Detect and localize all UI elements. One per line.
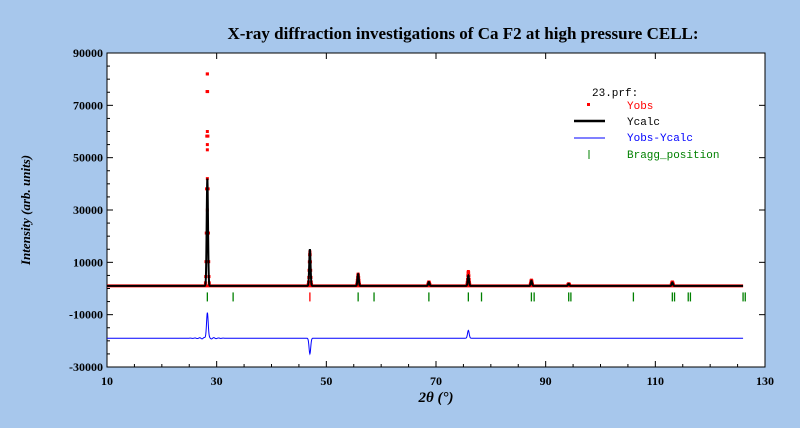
x-tick-label: 110 bbox=[647, 374, 664, 388]
legend: 23.prf: Yobs Ycalc Yobs-Ycalc Bragg_posi… bbox=[574, 88, 719, 162]
x-tick-label: 10 bbox=[101, 374, 113, 388]
y-tick-label: -30000 bbox=[69, 360, 103, 374]
difference-line bbox=[107, 312, 744, 356]
ycalc-line bbox=[107, 178, 744, 287]
plot-area bbox=[106, 52, 766, 368]
y-tick-label: 50000 bbox=[73, 151, 103, 165]
plot-layer bbox=[107, 72, 746, 356]
yobs-point bbox=[206, 134, 210, 138]
y-tick-label: -10000 bbox=[69, 308, 103, 322]
legend-marker-yobs bbox=[587, 103, 590, 106]
chart-title: X-ray diffraction investigations of Ca F… bbox=[227, 24, 698, 43]
y-tick-label: 70000 bbox=[73, 98, 103, 112]
y-tick-label: 90000 bbox=[73, 46, 103, 60]
legend-title: 23.prf: bbox=[592, 88, 638, 100]
axis-ticks: 10 30 50 70 90 110 130 90000 70000 50000 30000 1000… bbox=[69, 46, 774, 388]
yobs-point bbox=[205, 143, 209, 147]
legend-bragg: Bragg_position bbox=[627, 150, 719, 162]
legend-yobs: Yobs bbox=[627, 101, 653, 113]
y-tick-label: 10000 bbox=[73, 255, 103, 269]
yobs-point bbox=[206, 90, 210, 94]
x-tick-label: 70 bbox=[430, 374, 442, 388]
y-tick-label: 30000 bbox=[73, 203, 103, 217]
x-axis-label: 2θ (°) bbox=[417, 390, 453, 406]
yobs-point bbox=[205, 72, 209, 76]
x-tick-label: 90 bbox=[540, 374, 552, 388]
x-tick-label: 50 bbox=[320, 374, 332, 388]
y-axis-label: Intensity (arb. units) bbox=[18, 155, 33, 266]
legend-ycalc: Ycalc bbox=[627, 117, 660, 129]
yobs-point bbox=[205, 130, 209, 133]
x-tick-label: 130 bbox=[756, 374, 774, 388]
x-tick-label: 30 bbox=[211, 374, 223, 388]
yobs-point bbox=[205, 148, 209, 152]
legend-diff: Yobs-Ycalc bbox=[627, 133, 693, 145]
yobs-point bbox=[467, 271, 471, 275]
